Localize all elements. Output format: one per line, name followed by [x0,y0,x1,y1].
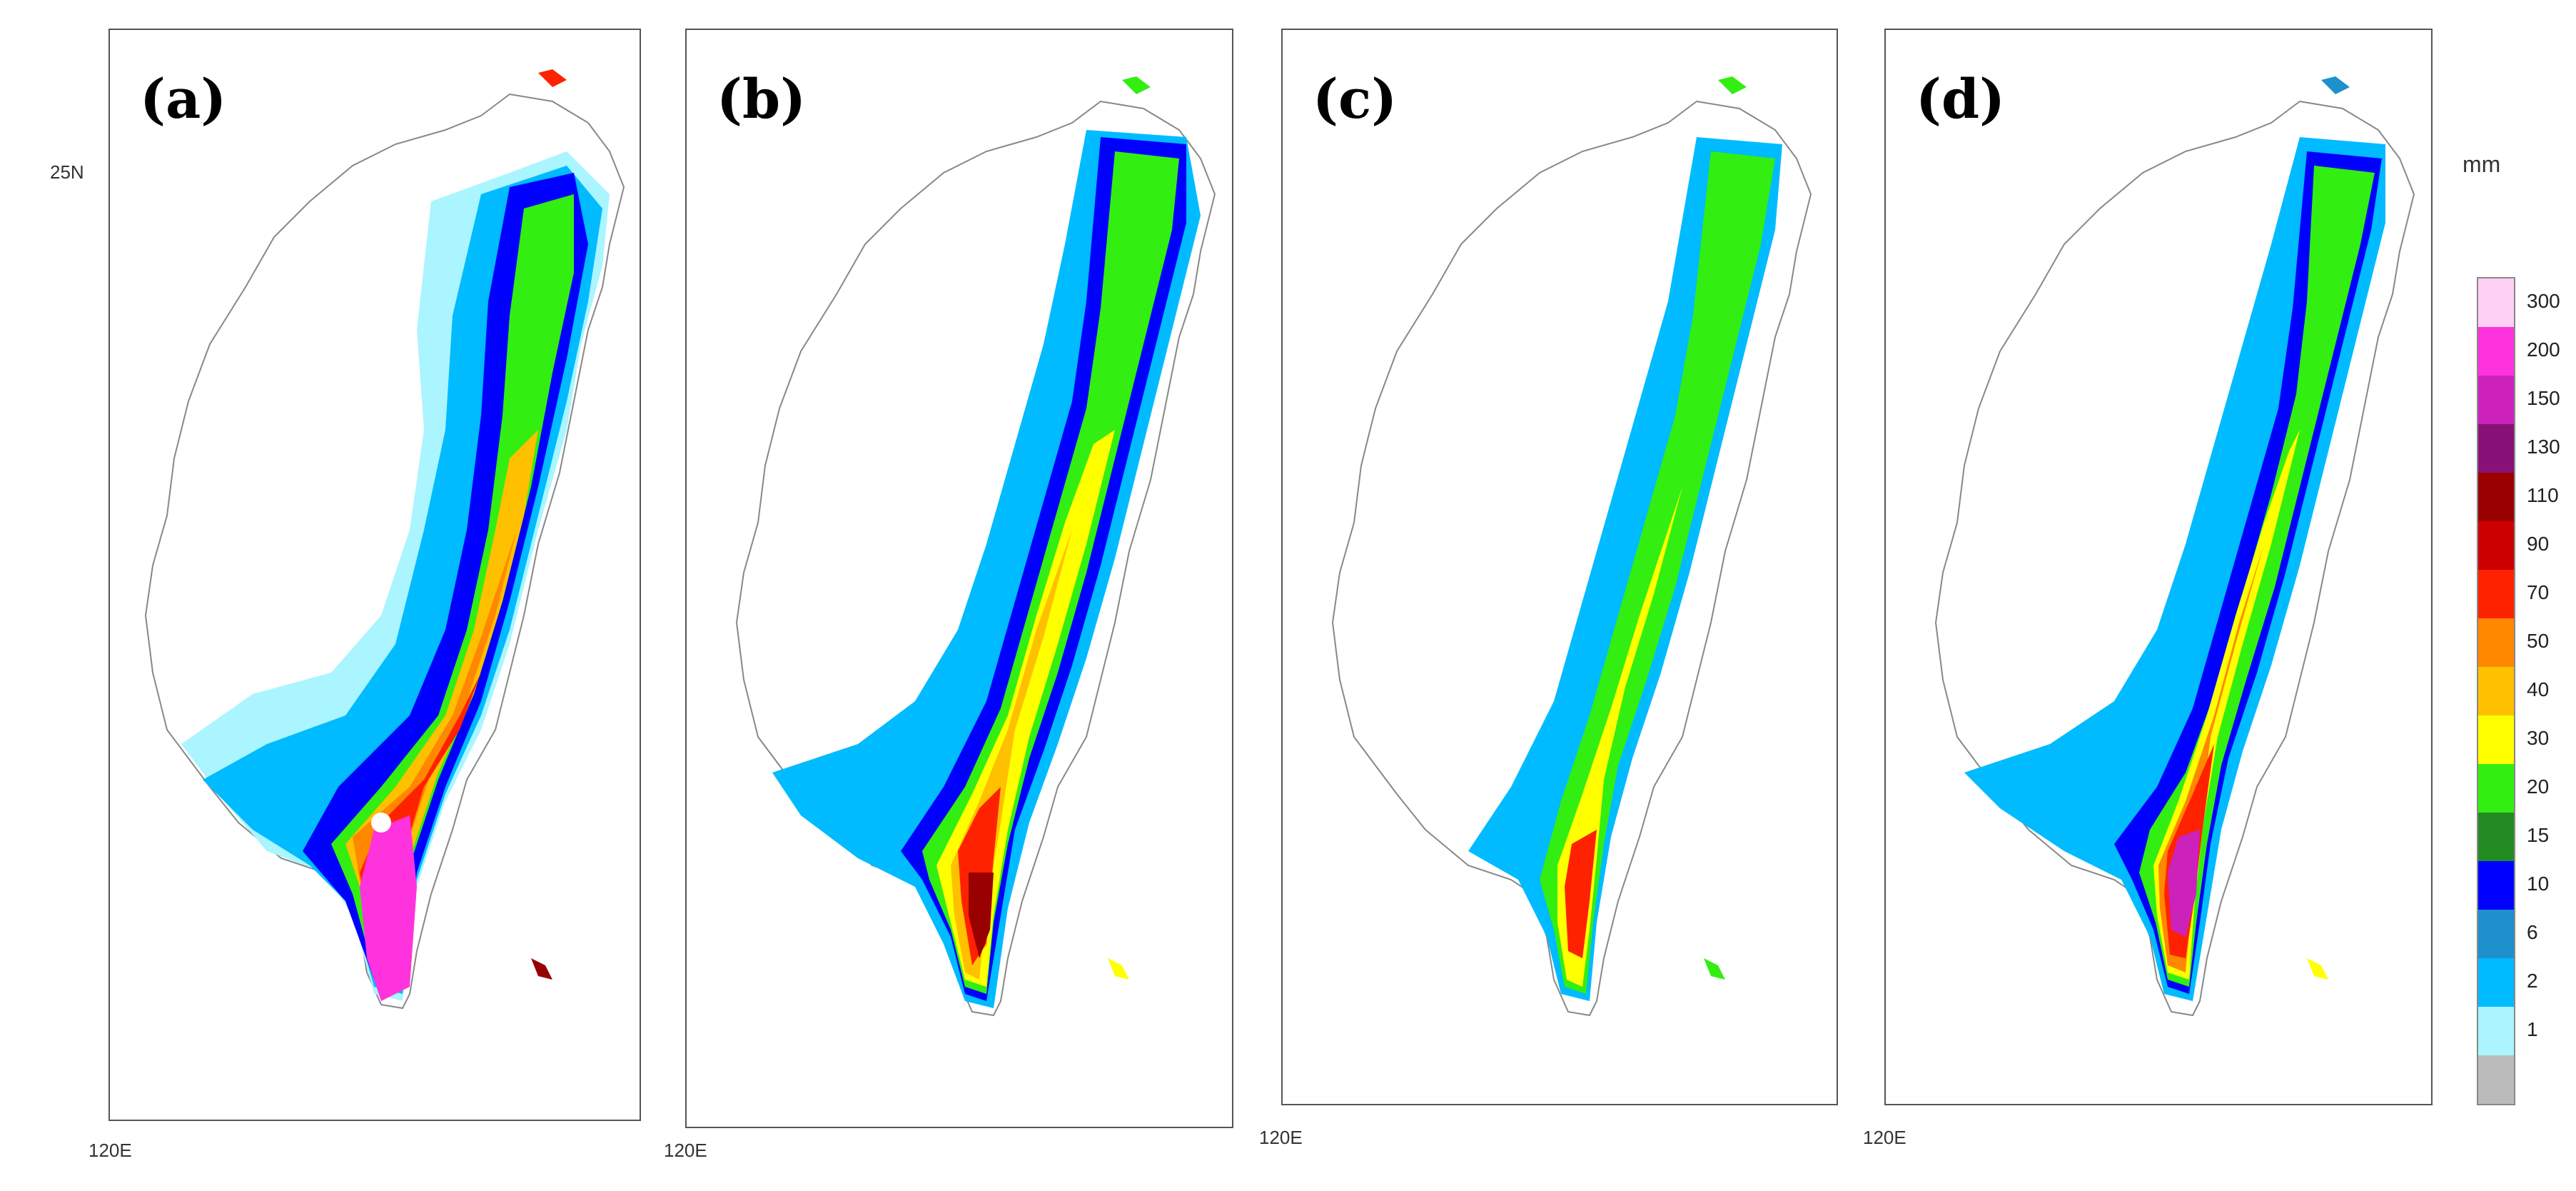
color-scale-tick-label: 40 [2527,678,2550,700]
color-scale-swatch [2478,376,2514,424]
color-scale-swatch [2478,861,2514,910]
color-scale-swatch [2478,1055,2514,1104]
color-scale-tick-label: 70 [2527,581,2550,603]
color-scale-swatch [2478,570,2514,618]
map-panel-a: (a) [108,29,641,1121]
color-scale-swatch [2478,618,2514,667]
color-scale-tick-label: 200 [2527,338,2560,361]
color-scale-swatch [2478,958,2514,1007]
lon-label-a: 120E [89,1140,132,1161]
map-panel-b: (b) [685,29,1233,1128]
legend-unit: mm [2463,151,2501,177]
color-scale-swatch [2478,715,2514,764]
color-scale-swatch [2478,327,2514,376]
panel-label-c: (c) [1313,67,1398,131]
color-scale-tick-label: 30 [2527,727,2550,749]
rainfall-map-c [1331,76,1812,1017]
color-scale-bar [2477,277,2515,1105]
panel-label-a: (a) [140,67,227,131]
color-scale-tick-label: 50 [2527,630,2550,652]
panel-label-b: (b) [717,67,807,131]
color-scale-swatch [2478,424,2514,473]
rainfall-map-d [1934,76,2415,1017]
lon-label-b: 120E [664,1140,707,1161]
color-scale-tick-label: 6 [2527,921,2538,943]
rainfall-map-b [735,76,1216,1017]
color-scale-tick-label: 20 [2527,775,2550,798]
color-scale-swatch [2478,667,2514,715]
lon-label-c: 120E [1259,1127,1303,1148]
color-scale-swatch [2478,278,2514,327]
color-scale-tick-label: 110 [2527,484,2559,506]
color-scale-swatch [2478,910,2514,958]
color-scale-tick-label: 300 [2527,290,2560,312]
color-scale-swatch [2478,764,2514,813]
color-scale-tick-label: 15 [2527,824,2550,846]
color-scale-tick-label: 2 [2527,970,2538,992]
color-scale-tick-label: 150 [2527,387,2560,409]
color-scale-swatch [2478,521,2514,570]
map-panel-c: (c) [1281,29,1838,1105]
lat-label-25n: 25N [50,161,84,183]
color-scale-tick-label: 90 [2527,533,2550,555]
color-scale-swatch [2478,813,2514,861]
lon-label-d: 120E [1863,1127,1906,1148]
rainfall-map-a [144,69,625,1010]
color-scale-swatch [2478,473,2514,521]
color-scale-tick-label: 130 [2527,436,2560,458]
map-panel-d: (d) [1884,29,2433,1105]
color-scale-swatch [2478,1007,2514,1055]
color-scale-tick-label: 1 [2527,1018,2538,1040]
color-scale-tick-label: 10 [2527,873,2550,895]
panel-label-d: (d) [1916,67,2006,131]
